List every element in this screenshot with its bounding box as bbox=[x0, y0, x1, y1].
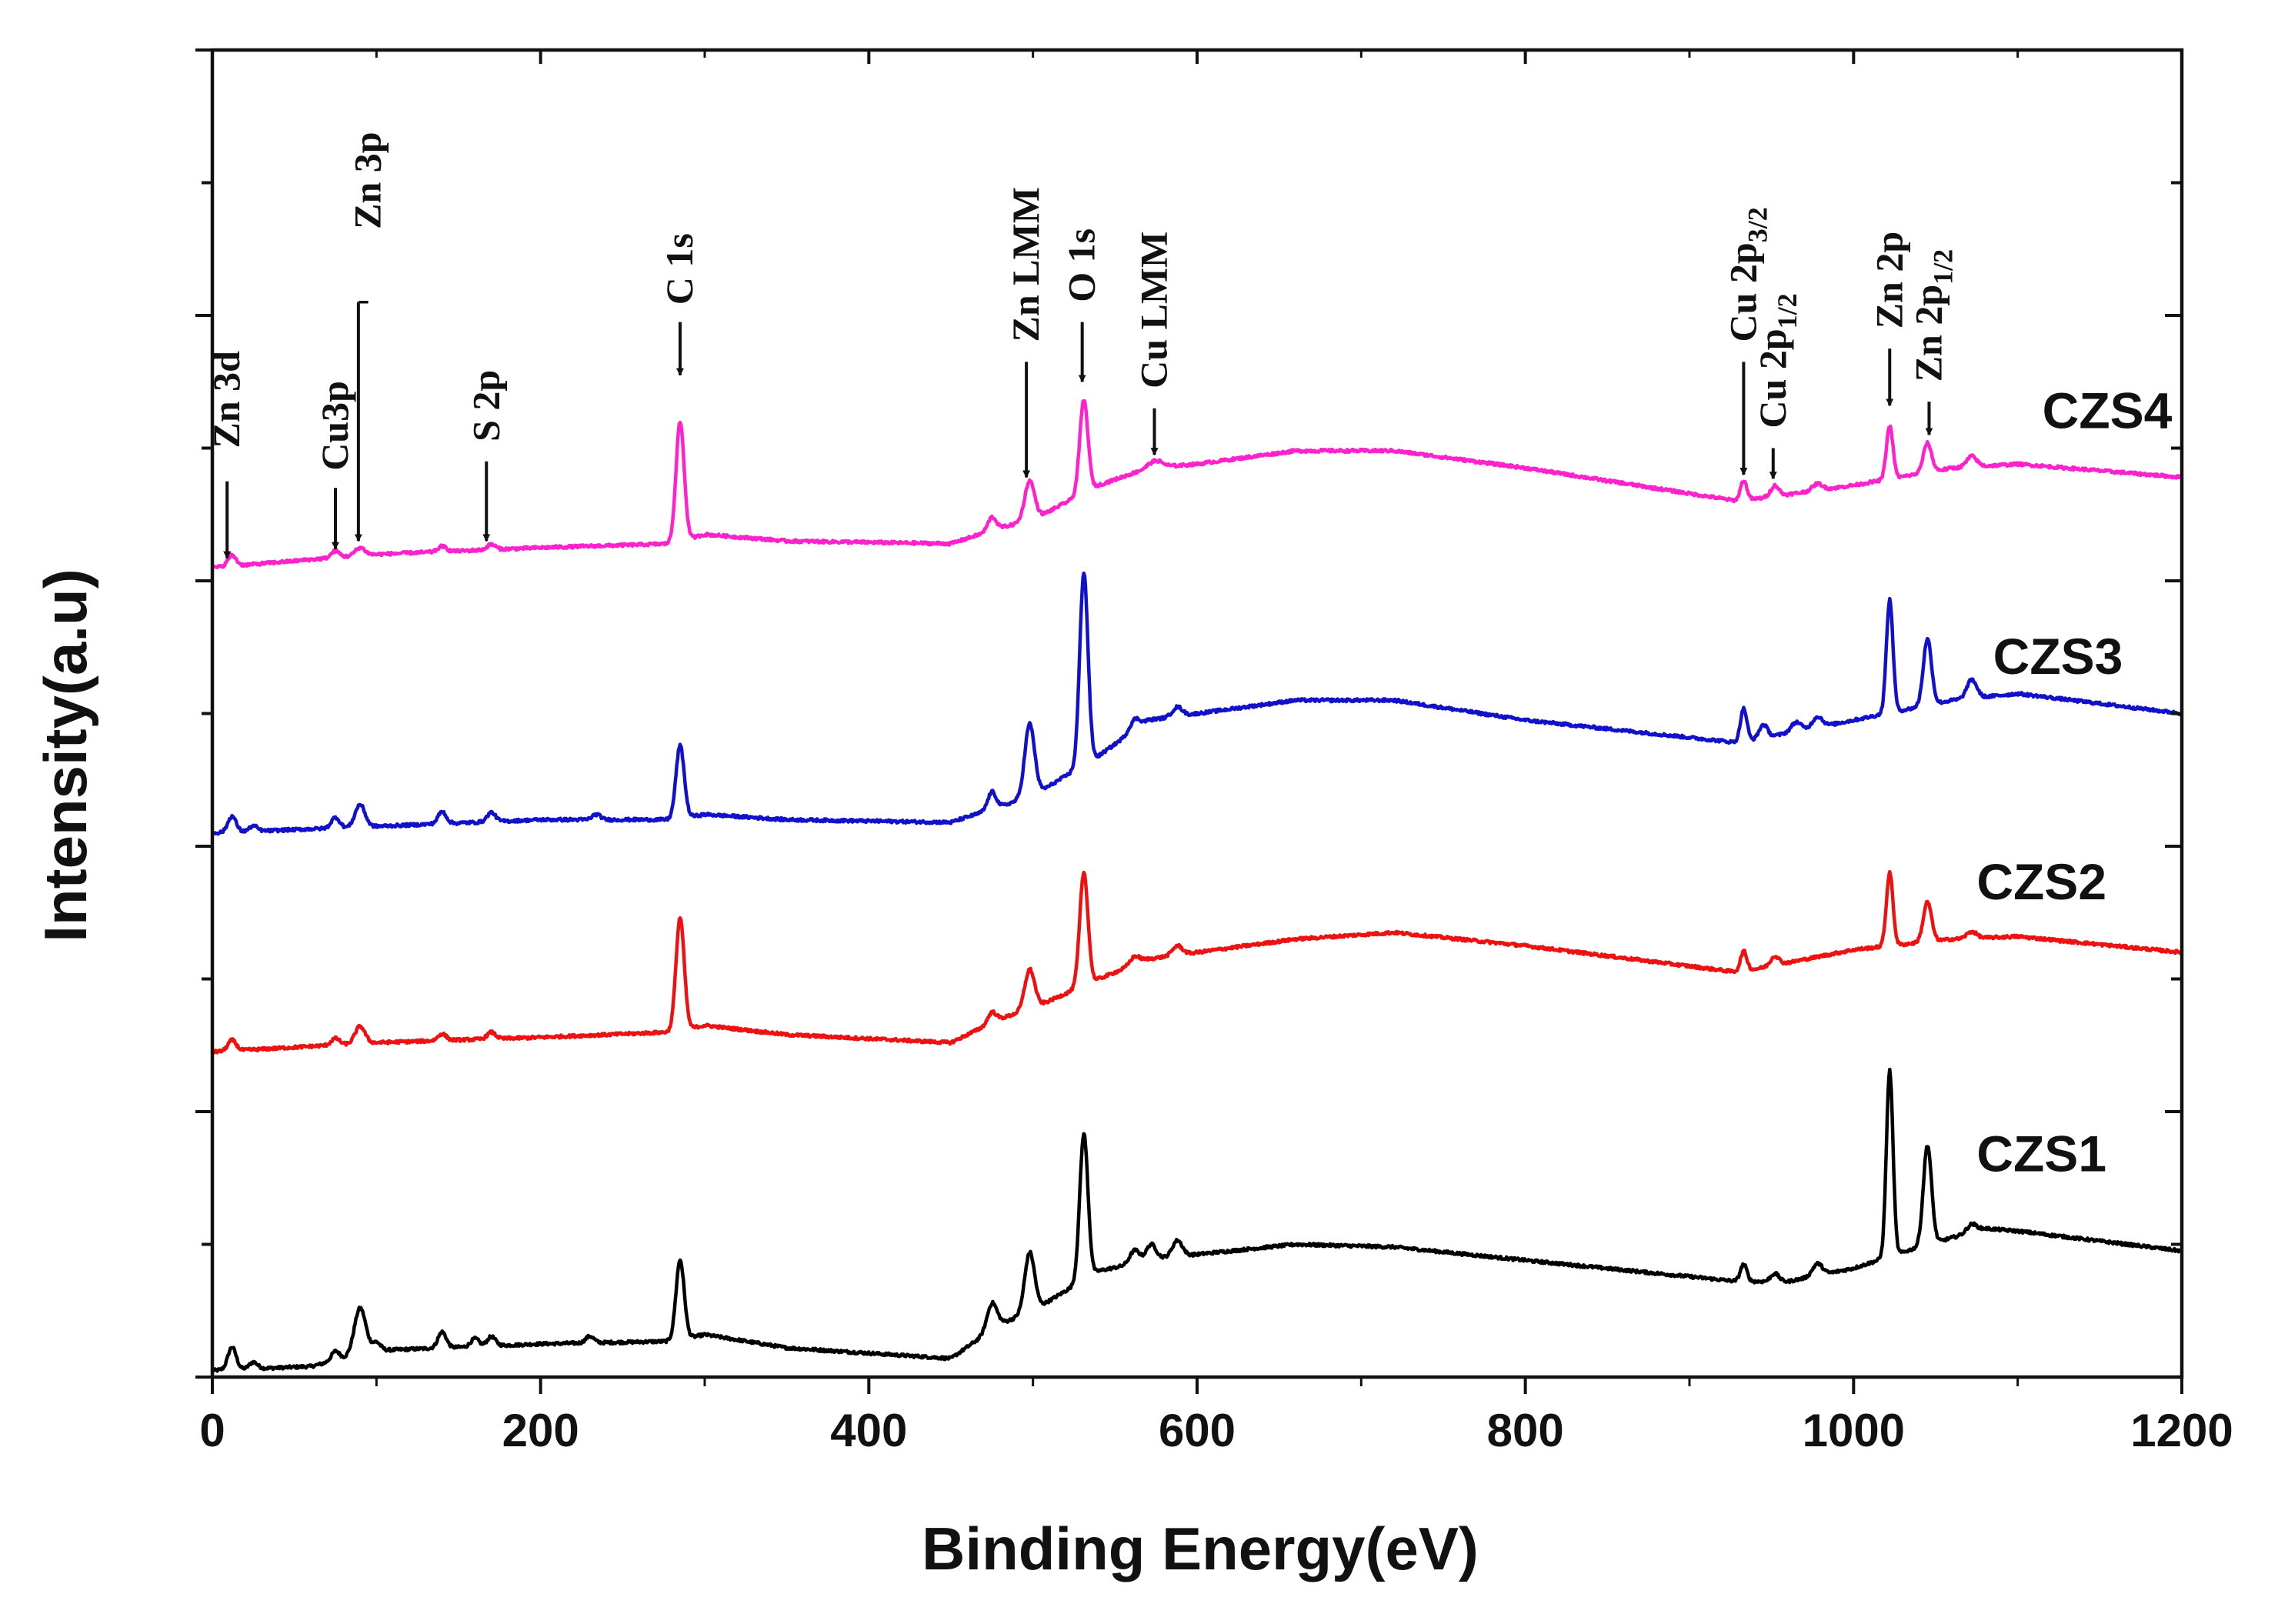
annotation-label-main: Zn LMM bbox=[1004, 187, 1047, 342]
annotation-label-main: Cu 2p bbox=[1721, 242, 1764, 342]
x-tick-label: 600 bbox=[1159, 1405, 1236, 1456]
annotation-label: Cu3p bbox=[313, 381, 356, 471]
series-label-czs4: CZS4 bbox=[2043, 382, 2173, 439]
x-tick-label: 0 bbox=[199, 1405, 225, 1456]
annotation-label: Zn 2p1/2 bbox=[1907, 249, 1959, 382]
y-axis-title: Intensity(a.u) bbox=[32, 569, 99, 942]
series-line-czs4 bbox=[211, 398, 2183, 569]
annotation-label: Cu 2p3/2 bbox=[1721, 207, 1773, 342]
annotation-label-main: S 2p bbox=[464, 370, 507, 442]
annotation-label-main: O 1s bbox=[1060, 228, 1103, 302]
annotation-label: Zn 2p bbox=[1867, 232, 1910, 328]
x-tick-label: 1000 bbox=[1803, 1405, 1905, 1456]
series-label-czs3: CZS3 bbox=[1993, 628, 2123, 685]
annotation-label-main: Cu 2p bbox=[1751, 328, 1794, 428]
annotation-label-subscript: 3/2 bbox=[1742, 207, 1773, 242]
annotation-label: Zn LMM bbox=[1004, 187, 1047, 342]
x-axis-title: Binding Energy(eV) bbox=[922, 1515, 1479, 1582]
x-tick-label: 800 bbox=[1487, 1405, 1564, 1456]
annotation-label-main: Zn 3p bbox=[346, 132, 389, 228]
annotation-label: Zn 3p bbox=[346, 132, 389, 228]
annotation-label: Cu 2p1/2 bbox=[1751, 293, 1803, 428]
series-line-czs3 bbox=[211, 571, 2183, 836]
axes: 0 200 400 600 800 1000 1200 bbox=[195, 48, 2233, 1456]
annotation-label: O 1s bbox=[1060, 228, 1103, 302]
series-label-czs2: CZS2 bbox=[1976, 853, 2106, 910]
x-tick-label: 1200 bbox=[2130, 1405, 2233, 1456]
annotation-label: C 1s bbox=[658, 233, 701, 305]
annotation-label: S 2p bbox=[464, 370, 507, 442]
series-line-czs2 bbox=[211, 869, 2183, 1055]
annotation-label-main: Zn 2p bbox=[1867, 232, 1910, 328]
annotation-label-main: Cu LMM bbox=[1132, 232, 1176, 388]
annotation-label-main: C 1s bbox=[658, 233, 701, 305]
annotation-label-main: Zn 2p bbox=[1907, 285, 1950, 382]
series-label-czs1: CZS1 bbox=[1976, 1125, 2106, 1182]
series-line-czs1 bbox=[211, 1067, 2183, 1373]
annotation-label-main: Cu3p bbox=[313, 381, 356, 471]
x-tick-label: 400 bbox=[830, 1405, 907, 1456]
annotation-label-subscript: 1/2 bbox=[1772, 293, 1803, 328]
series-layer: CZS4 CZS3 CZS2 CZS1 bbox=[211, 382, 2183, 1373]
annotation-label-subscript: 1/2 bbox=[1928, 249, 1959, 285]
x-tick-label: 200 bbox=[502, 1405, 579, 1456]
annotation-label: Cu LMM bbox=[1132, 232, 1176, 388]
